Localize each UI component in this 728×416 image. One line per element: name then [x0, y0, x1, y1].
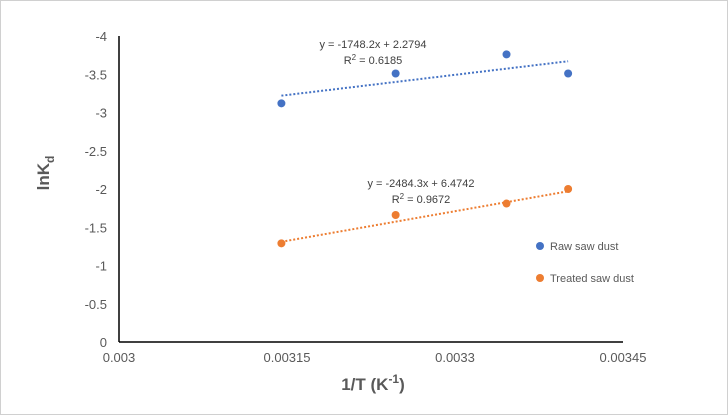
y-tick-label: -2: [95, 182, 107, 197]
y-tick-labels: 0 -0.5 -1 -1.5 -2 -2.5 -3 -3.5 -4: [85, 29, 107, 350]
raw-equation-label: y = -1748.2x + 2.2794: [319, 39, 426, 51]
legend-marker-raw-saw-dust: [536, 242, 544, 250]
data-point-treated-saw-dust: [502, 199, 511, 208]
y-tick-label: -4: [95, 29, 107, 44]
y-tick-label: -1: [95, 259, 107, 274]
y-tick-label: -3: [95, 106, 107, 121]
x-axis-title: 1/T (K-1): [341, 372, 405, 394]
y-tick-label: -2.5: [85, 144, 107, 159]
x-tick-label: 0.00315: [264, 350, 311, 365]
y-tick-label: -3.5: [85, 67, 107, 82]
treated-r2-label: R2 = 0.9672: [392, 192, 451, 206]
trendlines: [281, 60, 569, 243]
treated-equation-label: y = -2484.3x + 6.4742: [367, 178, 474, 190]
y-tick-label: -1.5: [85, 220, 107, 235]
data-point-raw-saw-dust: [391, 69, 400, 78]
trendline-treated-saw-dust: [281, 190, 569, 243]
legend-label-treated-saw-dust: Treated saw dust: [550, 273, 634, 285]
data-point-treated-saw-dust: [391, 211, 400, 220]
y-tick-label: -0.5: [85, 297, 107, 312]
y-axis-title: lnKd: [34, 156, 57, 191]
y-tick-label: 0: [100, 335, 107, 350]
data-point-treated-saw-dust: [564, 185, 573, 193]
x-tick-label: 0.0033: [435, 350, 475, 365]
x-tick-label: 0.003: [103, 350, 136, 365]
data-point-raw-saw-dust: [502, 50, 511, 59]
x-tick-label: 0.00345: [600, 350, 647, 365]
legend: Raw saw dust Treated saw dust: [536, 241, 634, 285]
data-points: [277, 50, 573, 248]
legend-marker-treated-saw-dust: [536, 274, 544, 282]
x-tick-labels: 0.003 0.00315 0.0033 0.00345: [103, 350, 647, 365]
trendline-raw-saw-dust: [281, 60, 569, 97]
data-point-raw-saw-dust: [277, 99, 286, 108]
legend-label-raw-saw-dust: Raw saw dust: [550, 241, 618, 253]
raw-r2-label: R2 = 0.6185: [344, 53, 403, 67]
data-point-treated-saw-dust: [277, 239, 286, 248]
data-point-raw-saw-dust: [564, 69, 573, 78]
